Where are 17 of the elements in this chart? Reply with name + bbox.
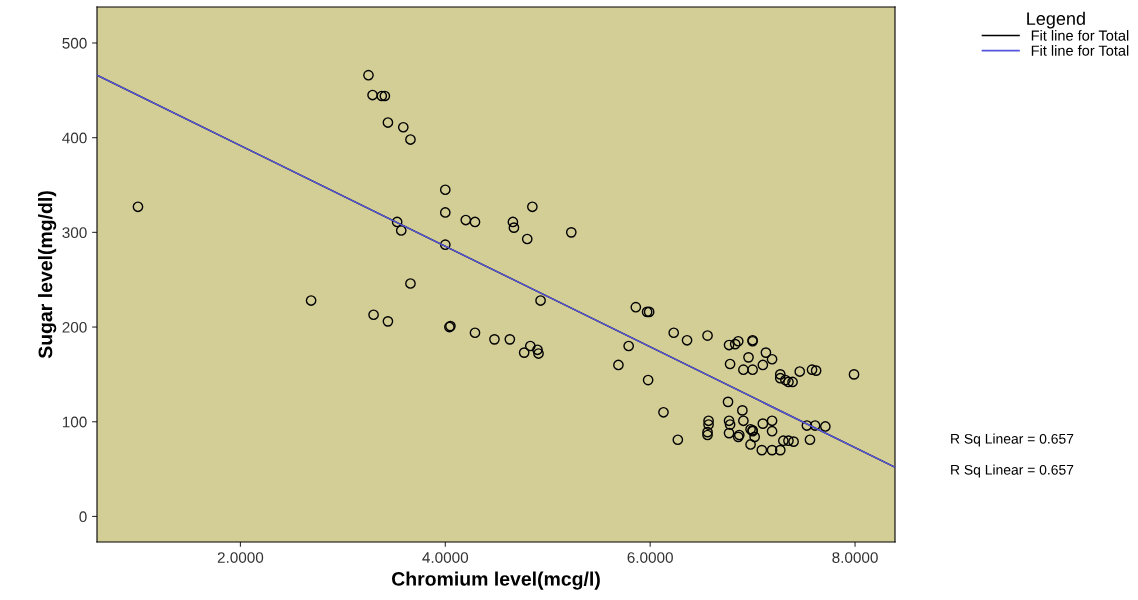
x-tick-label: 2.0000 bbox=[217, 552, 264, 563]
legend-label: Fit line for Total bbox=[1031, 45, 1129, 56]
y-tick-label: 0 bbox=[79, 511, 87, 523]
y-tick-label: 100 bbox=[62, 416, 87, 428]
text: R Sq Linear = 0.657 bbox=[951, 433, 1074, 447]
legend-title: Legend bbox=[1027, 11, 1085, 29]
x-tick-label: 8.0000 bbox=[832, 552, 878, 563]
y-tick-label: 300 bbox=[62, 227, 87, 239]
x-axis-title: Chromium level(mcg/l) bbox=[392, 571, 600, 590]
y-tick-label: 500 bbox=[62, 37, 87, 49]
x-tick-label: 4.0000 bbox=[422, 552, 469, 563]
x-tick-label: 6.0000 bbox=[627, 552, 673, 563]
legend-label: Fit line for Total bbox=[1031, 30, 1129, 41]
y-tick-label: 400 bbox=[62, 132, 87, 144]
y-tick-label: 200 bbox=[62, 321, 87, 333]
y-axis-title: Sugar level(mg/dl) bbox=[38, 191, 57, 359]
text: R Sq Linear = 0.657 bbox=[951, 464, 1074, 478]
